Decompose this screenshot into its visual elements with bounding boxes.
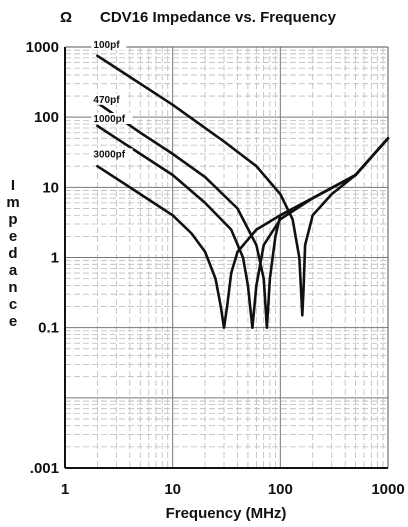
y-axis-label-letter: e — [9, 313, 17, 330]
y-tick-label: 100 — [34, 109, 59, 126]
curve-label-background — [91, 148, 133, 160]
x-tick-label: 1 — [61, 481, 69, 498]
curve-label-background — [91, 112, 133, 124]
unit-label: Ω — [60, 9, 72, 26]
tick-labels: 1 10 100 1000 1000 100 10 1 0.1 .001 — [26, 39, 405, 498]
curve-label-470pf: 470pf — [93, 95, 120, 106]
y-tick-label: 1000 — [26, 39, 59, 56]
x-axis-label: Frequency (MHz) — [166, 505, 287, 522]
y-tick-label: 10 — [42, 179, 59, 196]
y-axis-label-letter: d — [8, 245, 17, 262]
y-tick-label: .001 — [30, 460, 59, 477]
curve-label-3000pf: 3000pf — [93, 149, 125, 160]
x-tick-label: 100 — [268, 481, 293, 498]
y-tick-label: 0.1 — [38, 320, 59, 337]
y-axis-label-letter: c — [9, 296, 17, 313]
y-axis-label-letter: n — [8, 279, 17, 296]
chart-title: CDV16 Impedance vs. Frequency — [100, 9, 337, 26]
y-axis-label-letter: a — [9, 262, 18, 279]
curve-label-1000pf: 1000pf — [93, 114, 125, 125]
y-axis-label-letter: p — [8, 211, 17, 228]
curve-label-100pf: 100pf — [93, 40, 120, 51]
y-axis-label-letter: I — [11, 177, 15, 194]
grid — [64, 47, 388, 469]
y-axis-label: Impedance — [6, 177, 19, 330]
x-tick-label: 1000 — [371, 481, 404, 498]
series-group — [96, 54, 390, 329]
x-tick-label: 10 — [164, 481, 181, 498]
series-line-3000pf — [96, 137, 390, 329]
curve-label-background — [91, 39, 127, 51]
curve-labels: 100pf 470pf 1000pf 3000pf — [91, 39, 133, 160]
y-axis-label-letter: e — [9, 228, 17, 245]
curve-label-background — [91, 93, 127, 105]
axes — [64, 46, 389, 469]
series-line-100pf — [96, 54, 390, 317]
y-tick-label: 1 — [51, 250, 59, 267]
y-axis-label-letter: m — [6, 194, 19, 211]
